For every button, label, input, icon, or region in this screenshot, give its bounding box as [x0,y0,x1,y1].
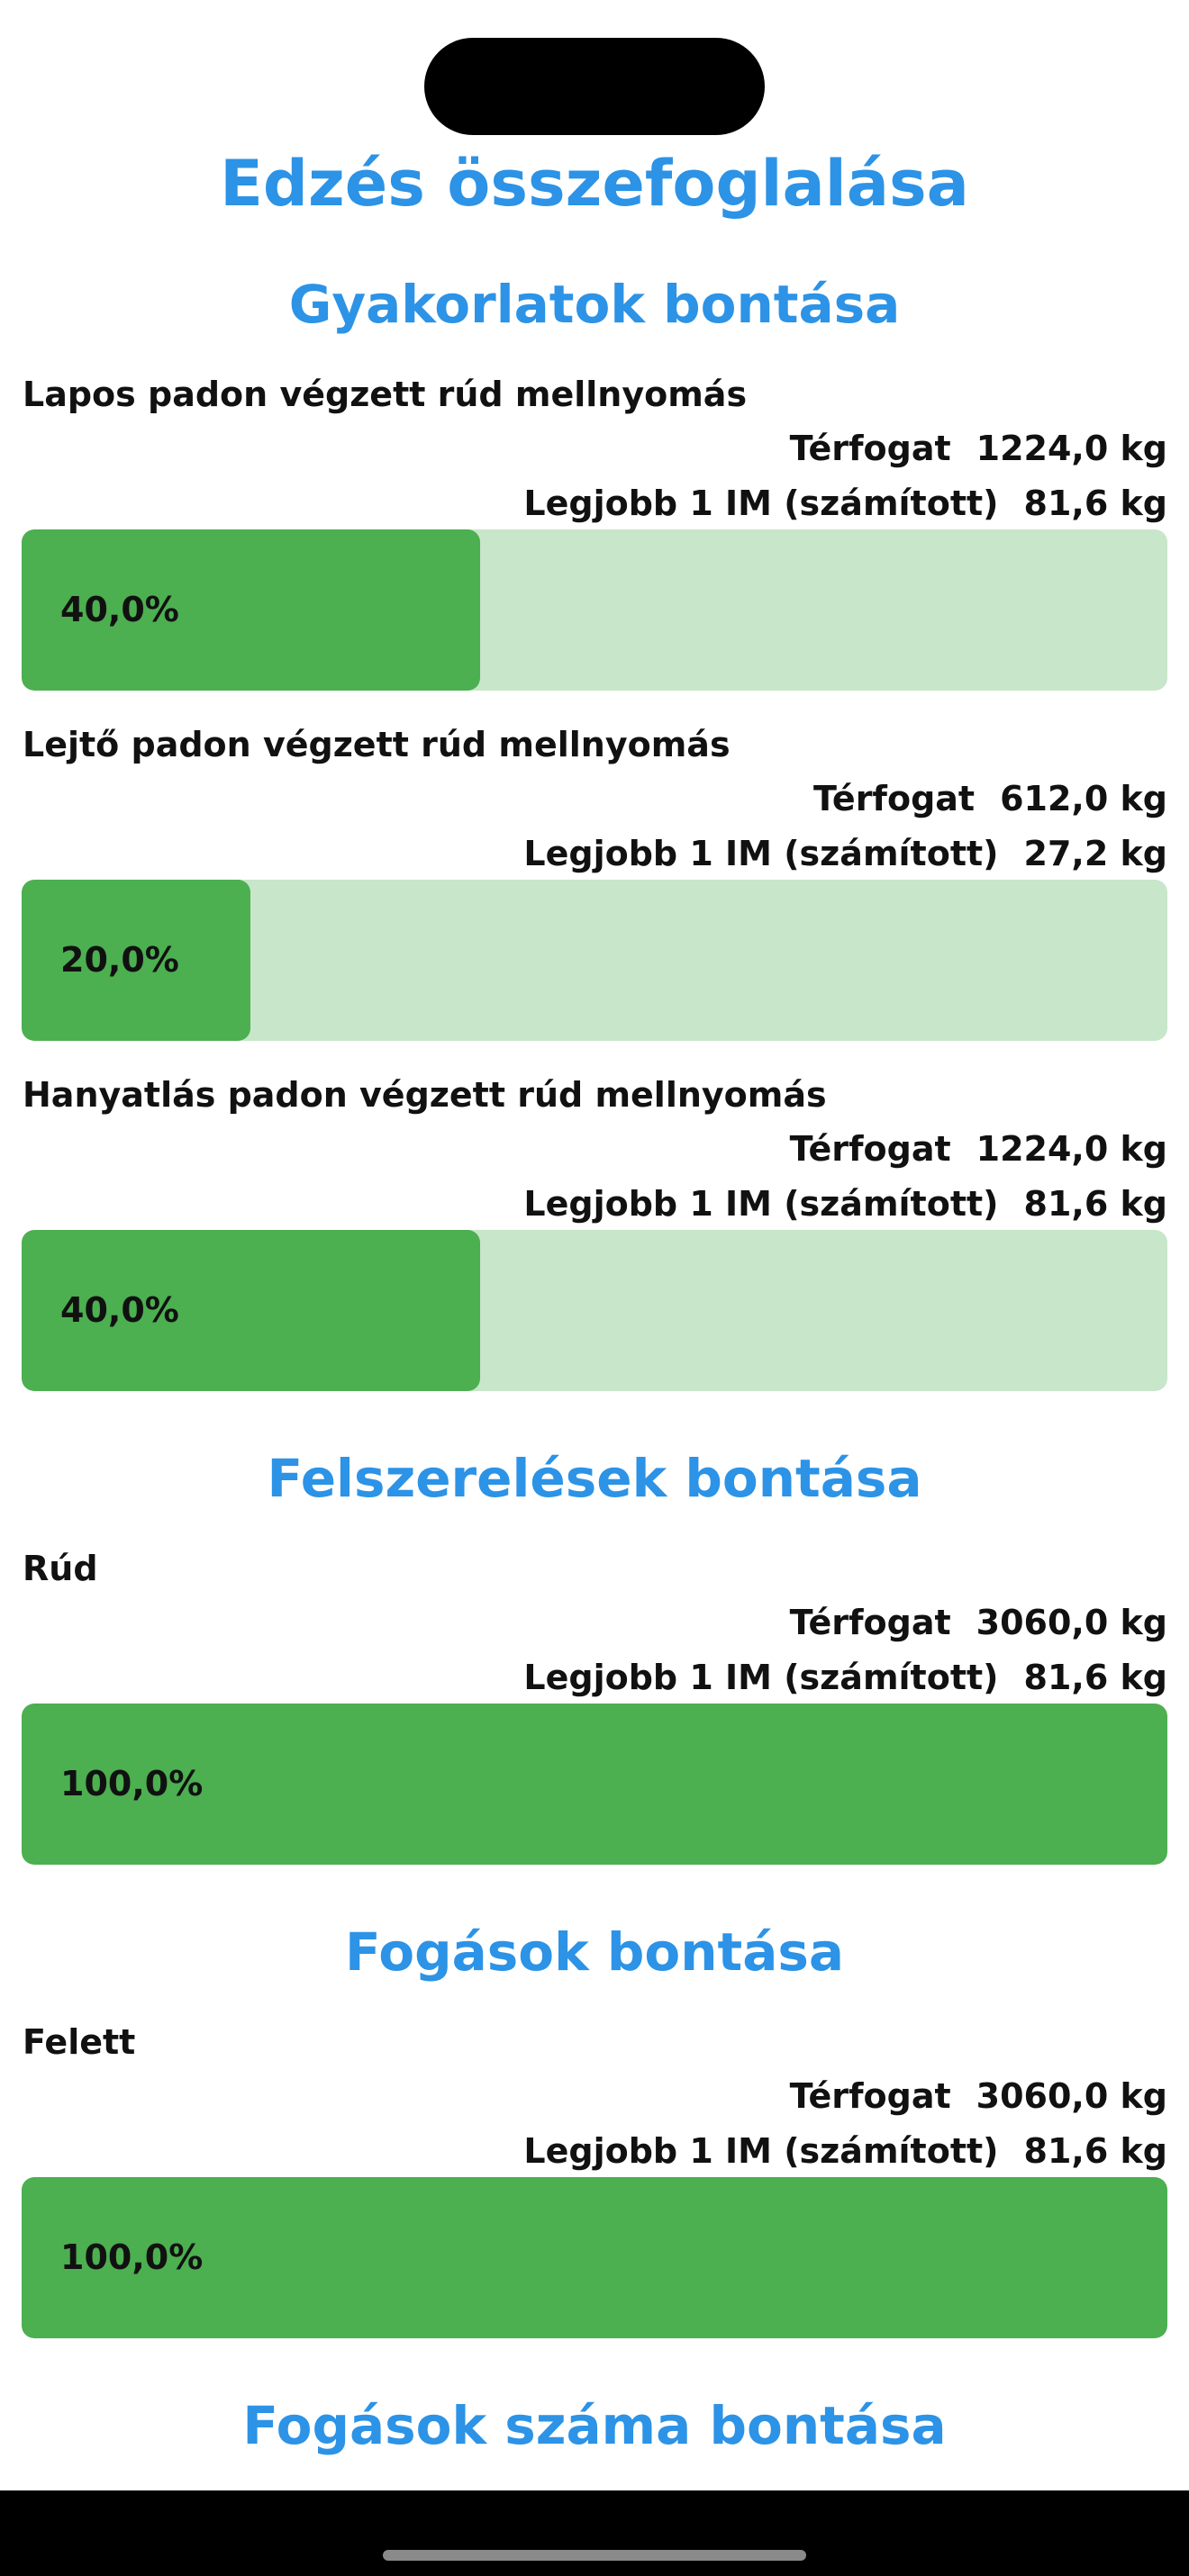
one-rm-label: Legjobb 1 IM (számított) [523,484,999,523]
item-name: Rúd [23,1549,98,1588]
home-indicator [383,2550,806,2561]
one-rm-value: 27,2 kg [1023,834,1167,873]
volume-row: Térfogat 3060,0 kg [790,2074,1167,2118]
one-rm-row: Legjobb 1 IM (számított) 81,6 kg [523,1182,1167,1225]
progress-fill [22,880,251,1041]
volume-label: Térfogat [789,429,951,468]
bottom-bar [0,2490,1189,2576]
volume-row: Térfogat 3060,0 kg [790,1601,1167,1644]
volume-label: Térfogat [813,779,976,818]
one-rm-value: 81,6 kg [1023,1658,1167,1697]
progress-label: 100,0% [60,2237,204,2277]
progress-label: 40,0% [60,1290,179,1330]
volume-label: Térfogat [789,1603,951,1642]
item-name: Lejtő padon végzett rúd mellnyomás [23,725,731,764]
item-name: Felett [23,2022,136,2062]
one-rm-row: Legjobb 1 IM (számított) 27,2 kg [523,832,1167,875]
volume-value: 612,0 kg [1000,779,1167,818]
one-rm-label: Legjobb 1 IM (számított) [523,834,999,873]
progress-fill [22,1230,480,1391]
progress-fill [22,529,480,691]
one-rm-row: Legjobb 1 IM (számított) 81,6 kg [523,2129,1167,2173]
progress-label: 20,0% [60,940,179,980]
progress-label: 40,0% [60,590,179,629]
progress-track: 40,0% [22,529,1167,691]
one-rm-label: Legjobb 1 IM (számított) [523,1184,999,1224]
section-title: Felszerelések bontása [267,1448,922,1509]
one-rm-value: 81,6 kg [1023,1184,1167,1224]
section-title: Gyakorlatok bontása [288,274,901,335]
one-rm-label: Legjobb 1 IM (számított) [523,2131,999,2171]
volume-value: 1224,0 kg [976,1129,1167,1169]
progress-track: 100,0% [22,1704,1167,1865]
one-rm-value: 81,6 kg [1023,484,1167,523]
one-rm-value: 81,6 kg [1023,2131,1167,2171]
progress-track: 20,0% [22,880,1167,1041]
volume-row: Térfogat 1224,0 kg [790,1127,1167,1170]
volume-label: Térfogat [789,2076,951,2116]
one-rm-row: Legjobb 1 IM (számított) 81,6 kg [523,1656,1167,1699]
progress-label: 100,0% [60,1764,204,1803]
progress-fill [22,1704,1167,1865]
section-title: Fogások bontása [344,1921,845,1983]
volume-value: 1224,0 kg [976,429,1167,468]
item-name: Lapos padon végzett rúd mellnyomás [23,375,748,414]
progress-track: 100,0% [22,2177,1167,2338]
one-rm-row: Legjobb 1 IM (számított) 81,6 kg [523,482,1167,525]
volume-row: Térfogat 1224,0 kg [790,427,1167,470]
item-name: Hanyatlás padon végzett rúd mellnyomás [23,1075,827,1115]
dynamic-island [424,38,765,135]
volume-value: 3060,0 kg [976,1603,1167,1642]
one-rm-label: Legjobb 1 IM (számított) [523,1658,999,1697]
volume-label: Térfogat [789,1129,951,1169]
progress-track: 40,0% [22,1230,1167,1391]
volume-value: 3060,0 kg [976,2076,1167,2116]
volume-row: Térfogat 612,0 kg [813,777,1167,820]
section-title: Fogások száma bontása [242,2395,947,2456]
progress-fill [22,2177,1167,2338]
page-title: Edzés összefoglalása [220,147,969,221]
